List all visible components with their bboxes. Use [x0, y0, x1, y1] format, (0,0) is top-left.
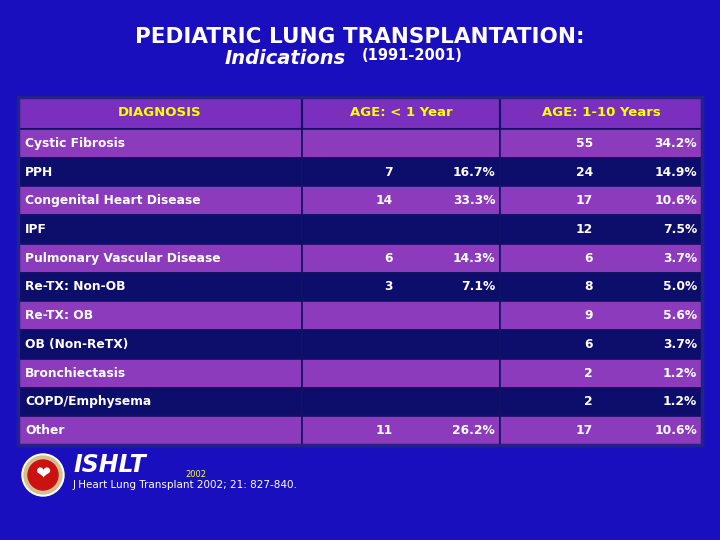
Bar [500, 129, 702, 158]
Bar [302, 215, 500, 244]
Bar [18, 244, 302, 273]
Text: 34.2%: 34.2% [654, 137, 697, 150]
Text: (1991-2001): (1991-2001) [362, 48, 463, 63]
Bar [500, 97, 702, 129]
Bar [500, 244, 702, 273]
Bar [18, 97, 302, 129]
Text: 6: 6 [585, 252, 593, 265]
Text: PPH: PPH [25, 166, 53, 179]
Bar [18, 186, 302, 215]
Text: 7: 7 [384, 166, 393, 179]
Bar [500, 416, 702, 445]
Bar [18, 215, 302, 244]
Text: 11: 11 [376, 424, 393, 437]
Text: 3.7%: 3.7% [663, 252, 697, 265]
Bar [500, 301, 702, 330]
Bar [302, 330, 500, 359]
Text: ISHLT: ISHLT [73, 453, 145, 477]
Text: 14.3%: 14.3% [453, 252, 495, 265]
Text: 9: 9 [585, 309, 593, 322]
Bar [18, 330, 302, 359]
Bar [18, 129, 302, 158]
Text: J Heart Lung Transplant 2002; 21: 827-840.: J Heart Lung Transplant 2002; 21: 827-84… [73, 480, 298, 490]
Text: Other: Other [25, 424, 65, 437]
Text: 6: 6 [384, 252, 393, 265]
Bar [18, 416, 302, 445]
Bar [18, 97, 702, 445]
Bar [302, 158, 500, 186]
Bar [302, 416, 500, 445]
Text: Re-TX: OB: Re-TX: OB [25, 309, 93, 322]
Text: Indications: Indications [225, 49, 346, 68]
Bar [500, 158, 702, 186]
Text: 17: 17 [576, 424, 593, 437]
Text: Pulmonary Vascular Disease: Pulmonary Vascular Disease [25, 252, 220, 265]
Text: 3.7%: 3.7% [663, 338, 697, 351]
Bar [18, 273, 302, 301]
Text: COPD/Emphysema: COPD/Emphysema [25, 395, 151, 408]
Bar [302, 186, 500, 215]
Text: 2: 2 [585, 367, 593, 380]
Text: 10.6%: 10.6% [654, 194, 697, 207]
Text: Cystic Fibrosis: Cystic Fibrosis [25, 137, 125, 150]
Text: Re-TX: Non-OB: Re-TX: Non-OB [25, 280, 125, 294]
Bar [500, 215, 702, 244]
Text: 6: 6 [585, 338, 593, 351]
Text: AGE: 1-10 Years: AGE: 1-10 Years [541, 106, 660, 119]
Bar [302, 273, 500, 301]
Text: 14: 14 [376, 194, 393, 207]
Bar [18, 301, 302, 330]
Text: 16.7%: 16.7% [452, 166, 495, 179]
Text: 33.3%: 33.3% [453, 194, 495, 207]
Text: 17: 17 [576, 194, 593, 207]
Circle shape [28, 460, 58, 490]
Bar [18, 388, 302, 416]
Text: PEDIATRIC LUNG TRANSPLANTATION:: PEDIATRIC LUNG TRANSPLANTATION: [135, 27, 585, 47]
Text: OB (Non-ReTX): OB (Non-ReTX) [25, 338, 128, 351]
Bar [302, 388, 500, 416]
Text: 1.2%: 1.2% [662, 395, 697, 408]
Text: 12: 12 [576, 223, 593, 236]
Text: IPF: IPF [25, 223, 47, 236]
Text: 26.2%: 26.2% [452, 424, 495, 437]
Text: 10.6%: 10.6% [654, 424, 697, 437]
Bar [302, 244, 500, 273]
Text: Bronchiectasis: Bronchiectasis [25, 367, 126, 380]
Bar [302, 97, 500, 129]
Text: ❤: ❤ [35, 466, 50, 484]
Text: 1.2%: 1.2% [662, 367, 697, 380]
Text: 2002: 2002 [186, 470, 207, 479]
Text: 7.5%: 7.5% [662, 223, 697, 236]
Bar [500, 186, 702, 215]
Bar [18, 158, 302, 186]
Text: Congenital Heart Disease: Congenital Heart Disease [25, 194, 201, 207]
Bar [302, 359, 500, 388]
Text: 7.1%: 7.1% [461, 280, 495, 294]
Text: 5.6%: 5.6% [663, 309, 697, 322]
Circle shape [24, 456, 62, 494]
Text: 24: 24 [576, 166, 593, 179]
Bar [302, 129, 500, 158]
Bar [302, 301, 500, 330]
Text: AGE: < 1 Year: AGE: < 1 Year [350, 106, 452, 119]
Bar [500, 330, 702, 359]
Text: 3: 3 [384, 280, 393, 294]
Text: 5.0%: 5.0% [662, 280, 697, 294]
Text: 14.9%: 14.9% [654, 166, 697, 179]
Text: DIAGNOSIS: DIAGNOSIS [118, 106, 202, 119]
Bar [500, 359, 702, 388]
Text: 55: 55 [576, 137, 593, 150]
Bar [500, 388, 702, 416]
Bar [18, 359, 302, 388]
Bar [500, 273, 702, 301]
Text: 2: 2 [585, 395, 593, 408]
Text: 8: 8 [585, 280, 593, 294]
Circle shape [22, 454, 64, 496]
